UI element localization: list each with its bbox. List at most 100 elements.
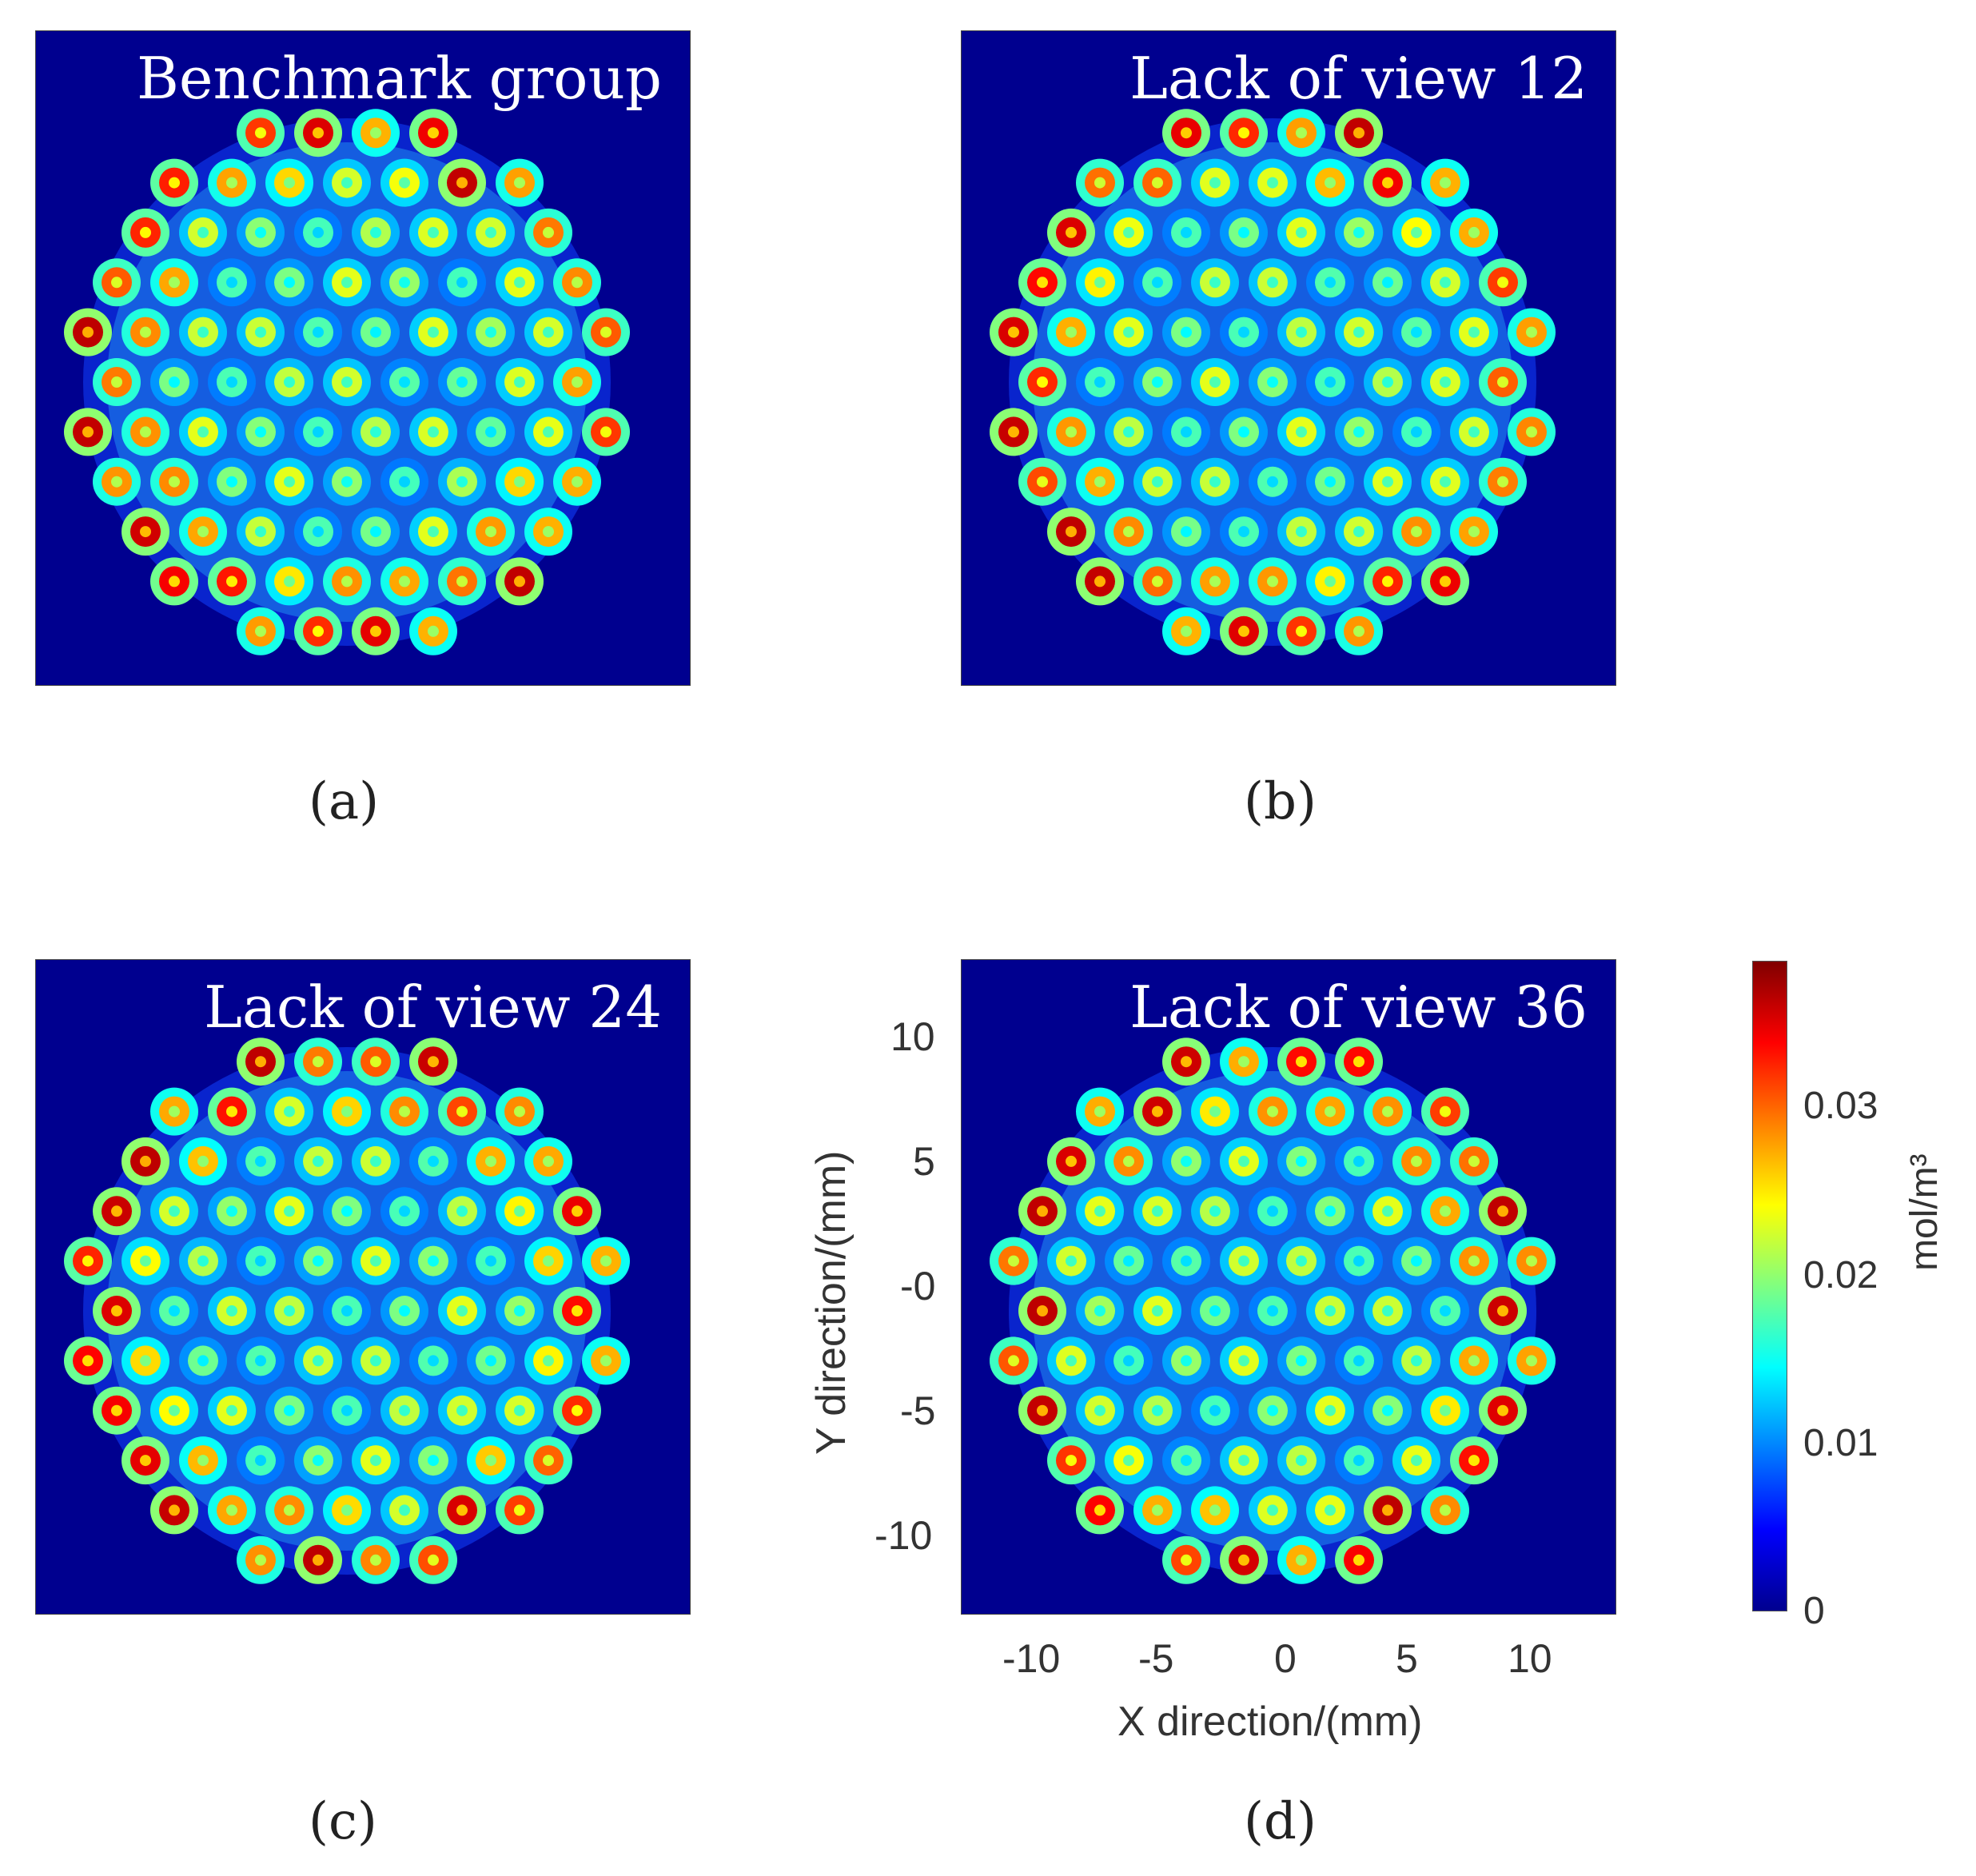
cell-center: [1152, 376, 1163, 388]
cell-center: [1181, 625, 1192, 637]
cell-center: [514, 1205, 525, 1217]
cell-center: [1123, 1455, 1134, 1467]
x-axis-label: X direction/(mm): [1117, 1699, 1423, 1745]
cell-center: [1382, 576, 1393, 587]
heatmap-panel-d: Lack of view 36: [961, 959, 1616, 1615]
cell-center: [313, 1455, 324, 1467]
cell-center: [1037, 1205, 1048, 1217]
heatmap-panel-b: Lack of view 12: [961, 30, 1616, 686]
cell-center: [197, 1155, 209, 1167]
cell-center: [255, 326, 266, 338]
cell-center: [1267, 576, 1278, 587]
cell-center: [255, 526, 266, 538]
cell-center: [1325, 1504, 1336, 1516]
heatmap-a: [35, 30, 691, 686]
cell-center: [1325, 576, 1336, 587]
cell-center: [1325, 1404, 1336, 1416]
cell-center: [169, 177, 180, 189]
cell-center: [1382, 1105, 1393, 1117]
cell-center: [428, 1155, 439, 1167]
colorbar-unit-label: mol/m³: [1903, 1153, 1946, 1271]
cell-center: [313, 127, 324, 139]
cell-center: [456, 1305, 468, 1316]
cell-center: [1353, 326, 1364, 338]
cell-center: [485, 1455, 496, 1467]
cell-center: [456, 277, 468, 289]
cell-center: [1382, 1504, 1393, 1516]
cell-center: [313, 625, 324, 637]
cell-center: [1353, 426, 1364, 438]
cell-center: [284, 376, 295, 388]
cell-center: [1353, 1056, 1364, 1068]
cell-center: [1526, 1355, 1537, 1367]
cell-center: [255, 1155, 266, 1167]
cell-center: [485, 1355, 496, 1367]
cell-center: [140, 526, 151, 538]
cell-center: [341, 1205, 353, 1217]
cell-center: [197, 326, 209, 338]
cell-center: [1181, 426, 1192, 438]
cell-center: [1267, 1205, 1278, 1217]
cell-center: [1238, 1056, 1249, 1068]
cell-center: [226, 376, 237, 388]
cell-center: [1209, 177, 1221, 189]
cell-center: [169, 376, 180, 388]
cell-center: [169, 1305, 180, 1316]
cell-center: [313, 426, 324, 438]
cell-center: [543, 226, 554, 238]
cell-center: [82, 326, 94, 338]
cell-center: [428, 1255, 439, 1267]
cell-center: [370, 226, 381, 238]
x-tick-label: -5: [1138, 1636, 1174, 1681]
cell-center: [313, 526, 324, 538]
cell-center: [1238, 1155, 1249, 1167]
cell-center: [1468, 526, 1480, 538]
cell-center: [341, 277, 353, 289]
cell-center: [313, 1355, 324, 1367]
cell-center: [255, 426, 266, 438]
heatmap-panel-c: Lack of view 24: [35, 959, 691, 1615]
y-tick-label: 10: [890, 1014, 935, 1059]
cell-center: [370, 426, 381, 438]
heatmap-d: [961, 959, 1616, 1615]
cell-center: [1325, 1105, 1336, 1117]
colorbar: [1752, 961, 1787, 1611]
cell-center: [1353, 1255, 1364, 1267]
cell-center: [1468, 1255, 1480, 1267]
cell-center: [1382, 277, 1393, 289]
cell-center: [197, 526, 209, 538]
cell-center: [1094, 1305, 1106, 1316]
cell-center: [572, 1305, 583, 1316]
cell-center: [514, 476, 525, 488]
cell-center: [341, 1404, 353, 1416]
x-tick-label: 0: [1274, 1636, 1297, 1681]
cell-center: [140, 1155, 151, 1167]
cell-center: [341, 1504, 353, 1516]
cell-center: [313, 1554, 324, 1566]
cell-center: [226, 177, 237, 189]
cell-center: [1238, 1455, 1249, 1467]
cell-center: [1008, 426, 1019, 438]
cell-center: [1411, 1455, 1422, 1467]
cell-center: [1094, 576, 1106, 587]
cell-center: [485, 226, 496, 238]
cell-center: [485, 1155, 496, 1167]
cell-center: [1181, 226, 1192, 238]
cell-center: [82, 1355, 94, 1367]
cell-center: [1267, 177, 1278, 189]
cell-center: [1296, 526, 1307, 538]
cell-center: [341, 376, 353, 388]
cell-center: [1094, 376, 1106, 388]
cell-center: [1066, 526, 1077, 538]
cell-center: [111, 476, 122, 488]
cell-center: [1209, 1504, 1221, 1516]
cell-center: [284, 1404, 295, 1416]
cell-center: [1238, 1355, 1249, 1367]
cell-center: [169, 1404, 180, 1416]
cell-center: [1296, 1255, 1307, 1267]
cell-center: [1094, 177, 1106, 189]
cell-center: [399, 1205, 410, 1217]
cell-center: [456, 1205, 468, 1217]
cell-center: [1238, 625, 1249, 637]
cell-center: [572, 476, 583, 488]
